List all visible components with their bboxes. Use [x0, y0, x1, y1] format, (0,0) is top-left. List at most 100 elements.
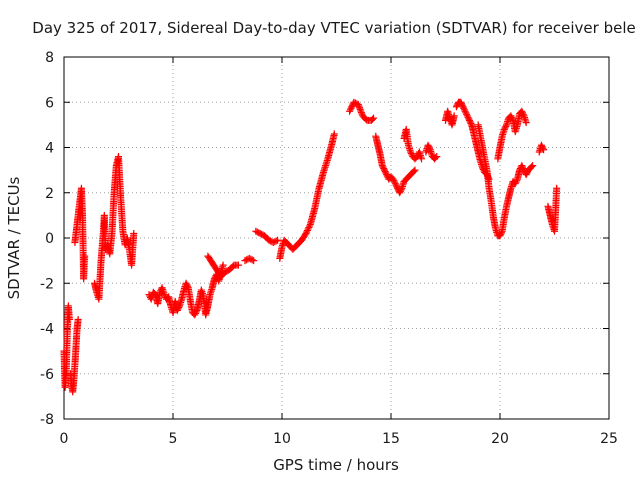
- data-point: [396, 189, 404, 197]
- y-tick-label: -8: [40, 412, 54, 428]
- data-point: [519, 163, 527, 171]
- data-point: [248, 256, 256, 264]
- data-point: [272, 237, 280, 245]
- data-point: [65, 315, 73, 323]
- data-point: [501, 124, 509, 132]
- data-point: [452, 103, 460, 111]
- y-tick-label: -4: [40, 322, 54, 338]
- data-point: [303, 228, 311, 236]
- data-point: [512, 178, 520, 186]
- data-point: [461, 107, 469, 115]
- x-tick-label: 0: [60, 431, 69, 447]
- data-point: [182, 279, 190, 287]
- data-point: [173, 306, 181, 314]
- data-point: [519, 109, 527, 117]
- y-tick-label: 8: [45, 50, 54, 66]
- data-point: [306, 222, 314, 230]
- data-point: [497, 229, 505, 237]
- data-point: [379, 163, 387, 171]
- data-point: [466, 118, 474, 126]
- y-tick-label: -2: [40, 276, 54, 292]
- x-tick-label: 5: [169, 431, 178, 447]
- data-point: [346, 106, 354, 114]
- data-point: [380, 165, 388, 173]
- data-point: [192, 308, 200, 316]
- data-point: [382, 169, 390, 177]
- data-point: [513, 177, 521, 185]
- data-point: [407, 150, 415, 158]
- data-point: [274, 236, 282, 244]
- data-point: [330, 130, 338, 138]
- data-point: [397, 186, 405, 194]
- data-point: [390, 177, 398, 185]
- data-point: [380, 166, 388, 174]
- chart-title: Day 325 of 2017, Sidereal Day-to-day VTE…: [32, 19, 635, 37]
- data-point: [346, 107, 354, 115]
- y-tick-label: 2: [45, 186, 54, 202]
- data-point: [464, 113, 472, 121]
- data-point: [496, 232, 504, 240]
- data-point: [381, 168, 389, 176]
- data-point: [553, 184, 561, 192]
- data-point: [396, 187, 404, 195]
- data-point: [462, 109, 470, 117]
- data-point: [370, 114, 378, 122]
- y-tick-label: 6: [45, 95, 54, 111]
- data-point: [508, 115, 516, 123]
- data-point: [356, 105, 364, 113]
- data-point: [418, 155, 426, 163]
- data-point: [347, 104, 355, 112]
- data-point: [355, 102, 363, 110]
- data-point: [507, 112, 515, 120]
- data-point: [383, 171, 391, 179]
- data-point: [528, 163, 536, 171]
- grid-layer: [64, 57, 609, 419]
- data-point: [378, 162, 386, 170]
- data-point: [458, 101, 466, 109]
- data-point: [410, 167, 418, 175]
- data-point: [348, 103, 356, 111]
- data-point: [463, 110, 471, 118]
- data-point: [460, 106, 468, 114]
- data-point: [529, 162, 537, 170]
- data-point: [500, 125, 508, 133]
- data-point: [81, 252, 89, 260]
- data-point: [522, 119, 530, 127]
- y-tick-label: -6: [40, 367, 54, 383]
- data-point: [304, 225, 312, 233]
- data-point: [540, 146, 548, 154]
- data-point: [465, 116, 473, 124]
- data-point: [518, 162, 526, 170]
- data-point: [357, 107, 365, 115]
- data-point: [368, 115, 376, 123]
- data-point: [502, 122, 510, 130]
- data-point: [354, 101, 362, 109]
- data-point: [192, 309, 200, 317]
- data-point: [424, 141, 432, 149]
- data-point: [450, 112, 458, 120]
- x-axis-label: GPS time / hours: [273, 456, 399, 474]
- data-point: [391, 178, 399, 186]
- data-point: [250, 257, 258, 265]
- data-point: [459, 103, 467, 111]
- x-tick-label: 20: [491, 431, 509, 447]
- data-point: [460, 104, 468, 112]
- data-point: [519, 110, 527, 118]
- data-point: [305, 223, 313, 231]
- x-tick-label: 15: [382, 431, 400, 447]
- data-point: [356, 104, 364, 112]
- data-point: [457, 100, 465, 108]
- data-point: [357, 109, 365, 117]
- tick-layer: 0 5 10 15 20 25 -8 -6 -4 -2 0 2 4 6 8: [40, 50, 618, 447]
- data-point: [130, 229, 138, 237]
- data-point: [391, 180, 399, 188]
- data-point: [522, 171, 530, 179]
- data-point: [303, 226, 311, 234]
- data-point: [174, 305, 182, 313]
- data-point: [74, 315, 82, 323]
- data-point: [219, 261, 227, 269]
- data-point: [407, 148, 415, 156]
- data-point: [537, 141, 545, 149]
- data-point: [191, 311, 199, 319]
- x-tick-label: 10: [273, 431, 291, 447]
